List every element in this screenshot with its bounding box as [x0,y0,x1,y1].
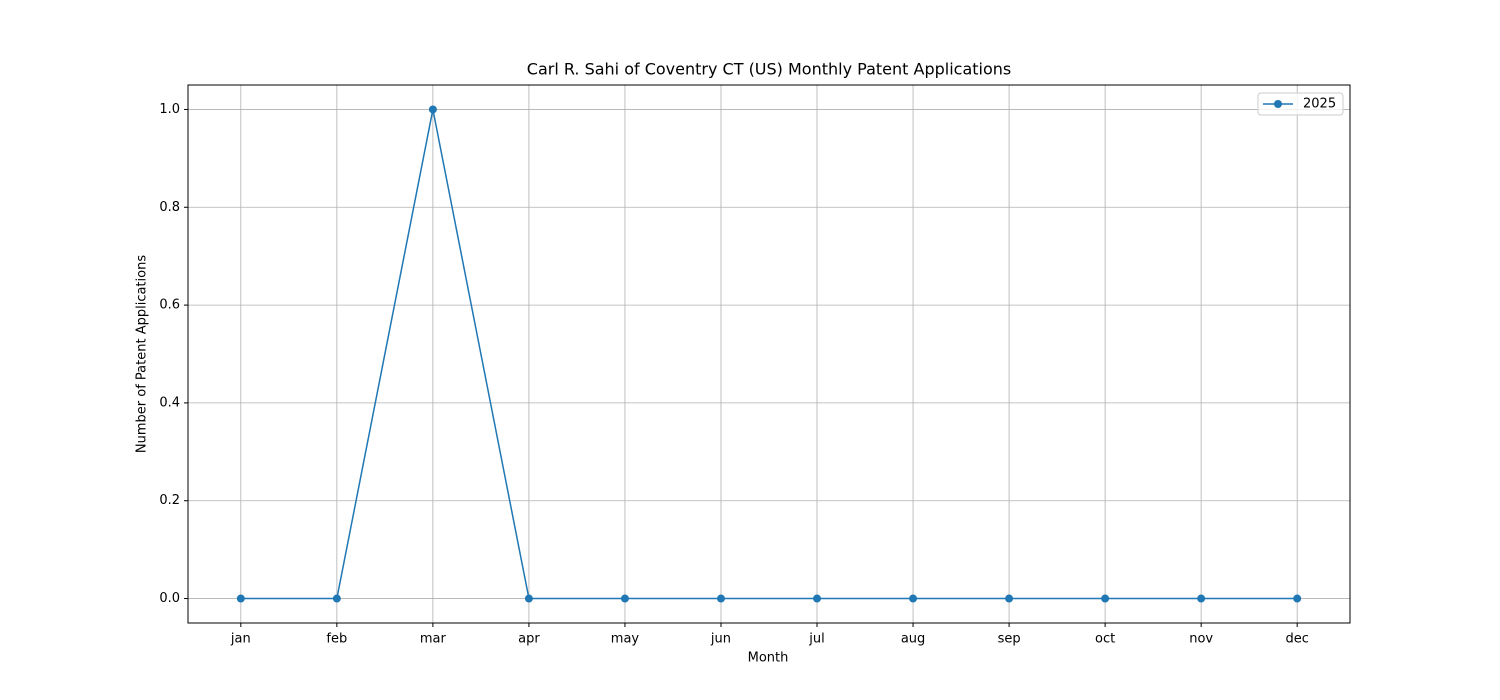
legend-label: 2025 [1303,97,1336,112]
data-point [525,595,533,603]
data-point [813,595,821,603]
x-tick-label: dec [1285,632,1308,647]
data-point [1101,595,1109,603]
y-tick-label: 0.4 [159,395,180,410]
data-point [621,595,629,603]
x-tick-label: jun [710,632,731,647]
data-point [1005,595,1013,603]
x-tick-label: jan [230,632,251,647]
y-tick-label: 0.8 [159,200,180,215]
x-tick-label: may [611,632,640,647]
y-axis-label: Number of Patent Applications [135,255,150,453]
y-tick-label: 1.0 [159,102,180,117]
data-point [909,595,917,603]
x-tick-label: sep [998,632,1021,647]
y-tick-label: 0.6 [159,298,180,313]
x-tick-label: oct [1095,632,1115,647]
data-point [1197,595,1205,603]
x-tick-label: apr [518,632,540,647]
x-axis-label: Month [748,651,789,666]
x-tick-label: feb [326,632,347,647]
y-tick-label: 0.2 [159,493,180,508]
chart: Carl R. Sahi of Coventry CT (US) Monthly… [0,0,1500,700]
x-tick-label: jul [808,632,824,647]
x-tick-label: nov [1189,632,1213,647]
data-point [333,595,341,603]
chart-title: Carl R. Sahi of Coventry CT (US) Monthly… [527,60,1011,79]
data-point [429,105,437,113]
data-point [717,595,725,603]
data-point [1293,595,1301,603]
legend-marker [1274,100,1282,108]
data-point [237,595,245,603]
y-tick-label: 0.0 [159,591,180,606]
x-tick-label: mar [420,632,447,647]
x-tick-label: aug [901,632,925,647]
